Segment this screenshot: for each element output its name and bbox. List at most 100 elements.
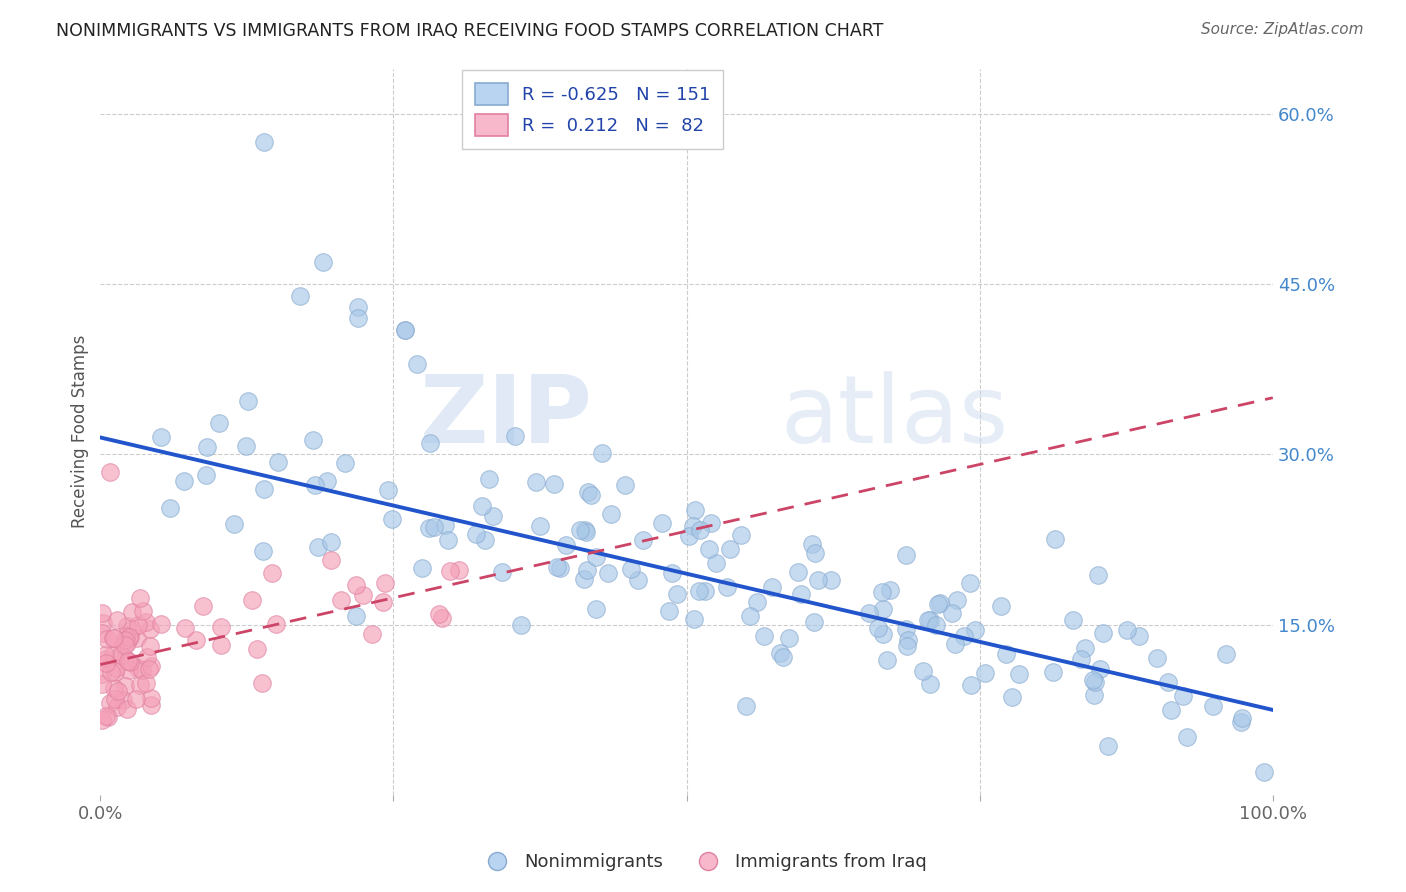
Point xyxy=(927,597,949,611)
Point xyxy=(576,485,599,500)
Point xyxy=(689,523,711,537)
Point xyxy=(872,585,894,599)
Point xyxy=(1157,674,1180,689)
Point xyxy=(471,499,494,513)
Point xyxy=(995,647,1018,661)
Point xyxy=(418,521,440,535)
Point xyxy=(127,618,149,632)
Point xyxy=(260,566,283,580)
Point xyxy=(627,573,650,587)
Point xyxy=(103,681,125,696)
Point xyxy=(394,323,416,337)
Point xyxy=(866,621,889,635)
Point xyxy=(665,587,688,601)
Point xyxy=(1091,626,1114,640)
Point xyxy=(288,288,311,302)
Point xyxy=(734,698,756,713)
Point xyxy=(96,710,118,724)
Point xyxy=(186,632,208,647)
Point xyxy=(114,638,136,652)
Point xyxy=(419,435,441,450)
Point xyxy=(394,323,416,337)
Point xyxy=(107,684,129,698)
Point xyxy=(238,394,260,409)
Point xyxy=(129,678,152,692)
Point xyxy=(381,512,404,526)
Point xyxy=(250,676,273,690)
Point xyxy=(1043,532,1066,546)
Point xyxy=(787,566,810,580)
Point xyxy=(120,655,142,669)
Point xyxy=(98,696,121,710)
Point xyxy=(374,575,396,590)
Point xyxy=(1116,623,1139,637)
Point xyxy=(329,593,352,607)
Point xyxy=(941,606,963,620)
Point xyxy=(150,617,173,632)
Point xyxy=(117,663,139,677)
Point xyxy=(139,622,162,636)
Point xyxy=(688,583,710,598)
Point xyxy=(700,516,723,531)
Point xyxy=(1074,641,1097,656)
Point xyxy=(90,666,112,681)
Point xyxy=(554,537,576,551)
Point xyxy=(121,622,143,636)
Point xyxy=(112,692,135,706)
Point xyxy=(682,519,704,533)
Point xyxy=(778,631,800,645)
Point xyxy=(209,639,232,653)
Point xyxy=(990,599,1012,613)
Point xyxy=(104,660,127,674)
Point xyxy=(896,640,918,654)
Point xyxy=(195,440,218,454)
Point xyxy=(90,606,112,620)
Point xyxy=(264,617,287,632)
Point xyxy=(302,433,325,447)
Point xyxy=(103,631,125,645)
Point xyxy=(917,613,939,627)
Point xyxy=(546,559,568,574)
Point xyxy=(925,617,948,632)
Point xyxy=(745,595,768,609)
Point xyxy=(138,662,160,676)
Point xyxy=(347,300,370,314)
Point xyxy=(90,713,112,727)
Point xyxy=(91,677,114,691)
Point xyxy=(125,631,148,645)
Point xyxy=(761,580,783,594)
Point xyxy=(896,622,918,636)
Point xyxy=(918,613,941,627)
Point xyxy=(173,474,195,488)
Point xyxy=(693,583,716,598)
Point xyxy=(432,611,454,625)
Point xyxy=(548,561,571,575)
Point xyxy=(1084,675,1107,690)
Point xyxy=(127,660,149,674)
Point xyxy=(96,632,118,647)
Point xyxy=(423,520,446,534)
Point xyxy=(754,629,776,643)
Point xyxy=(115,619,138,633)
Point xyxy=(94,648,117,663)
Point xyxy=(319,535,342,549)
Point xyxy=(316,475,339,489)
Point xyxy=(600,507,623,521)
Point xyxy=(482,508,505,523)
Point xyxy=(974,665,997,680)
Point xyxy=(803,615,825,630)
Point xyxy=(503,429,526,443)
Point xyxy=(697,542,720,557)
Point xyxy=(591,445,613,459)
Point xyxy=(312,254,335,268)
Point xyxy=(371,595,394,609)
Point xyxy=(194,468,217,483)
Point xyxy=(1128,629,1150,643)
Point xyxy=(150,430,173,444)
Point xyxy=(631,533,654,548)
Point xyxy=(114,632,136,647)
Point xyxy=(235,438,257,452)
Point xyxy=(1088,662,1111,676)
Point xyxy=(132,604,155,618)
Point xyxy=(1087,568,1109,582)
